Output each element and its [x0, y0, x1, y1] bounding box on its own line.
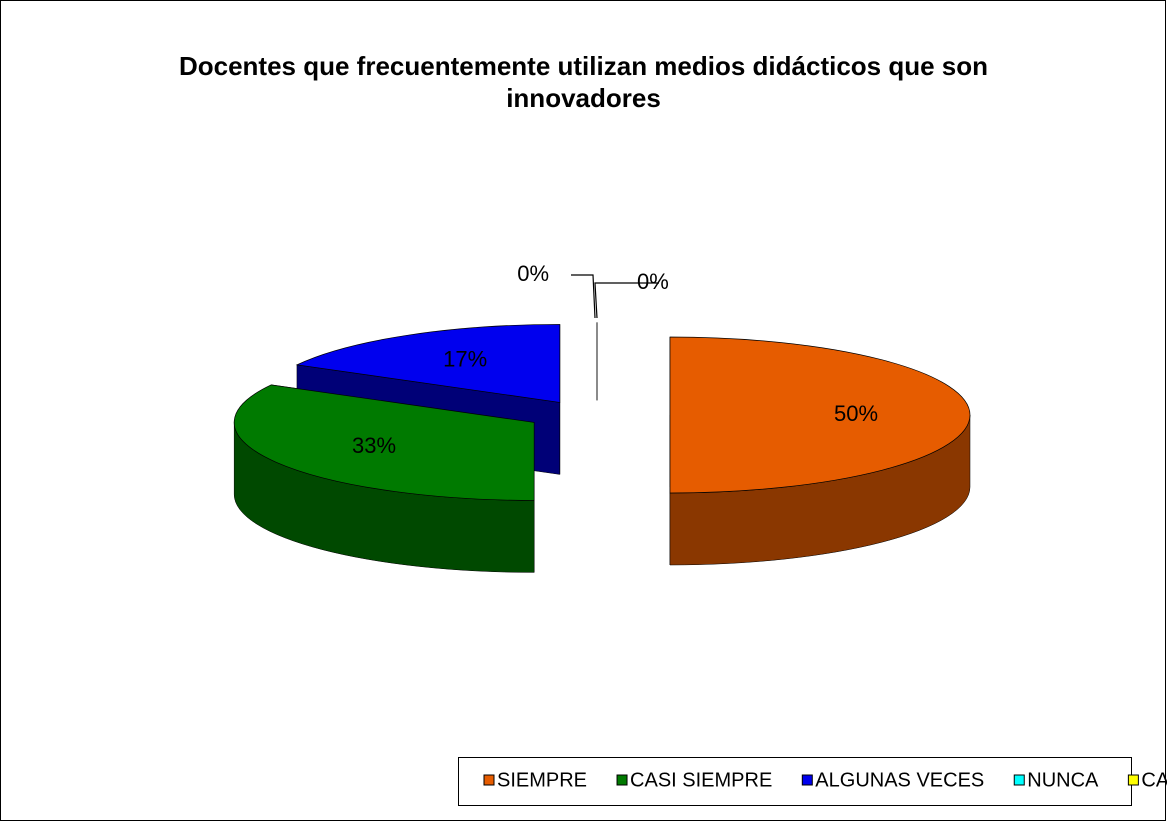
- slice: [295, 324, 561, 403]
- data-label: 50%: [834, 401, 878, 426]
- legend-swatch: [1127, 774, 1139, 786]
- legend-label: CASI SIEMPRE: [630, 769, 772, 791]
- slice: [233, 384, 535, 501]
- legend-swatch: [616, 774, 628, 786]
- legend-label: ALGUNAS VECES: [815, 769, 984, 791]
- leader-line: [594, 282, 659, 319]
- data-label: 33%: [352, 433, 396, 458]
- legend-swatch: [801, 774, 813, 786]
- legend-label: CASI NUNCA: [1141, 769, 1167, 791]
- legend-swatch: [1013, 774, 1025, 786]
- data-label: 0%: [517, 261, 549, 286]
- data-label: 0%: [637, 269, 669, 294]
- leader-line: [571, 274, 596, 319]
- legend-label: SIEMPRE: [497, 769, 587, 791]
- legend-swatch: [483, 774, 495, 786]
- data-label: 17%: [443, 347, 487, 372]
- chart-title: Docentes que frecuentemente utilizan med…: [178, 51, 989, 113]
- legend-label: NUNCA: [1027, 769, 1099, 791]
- slice: [669, 336, 971, 494]
